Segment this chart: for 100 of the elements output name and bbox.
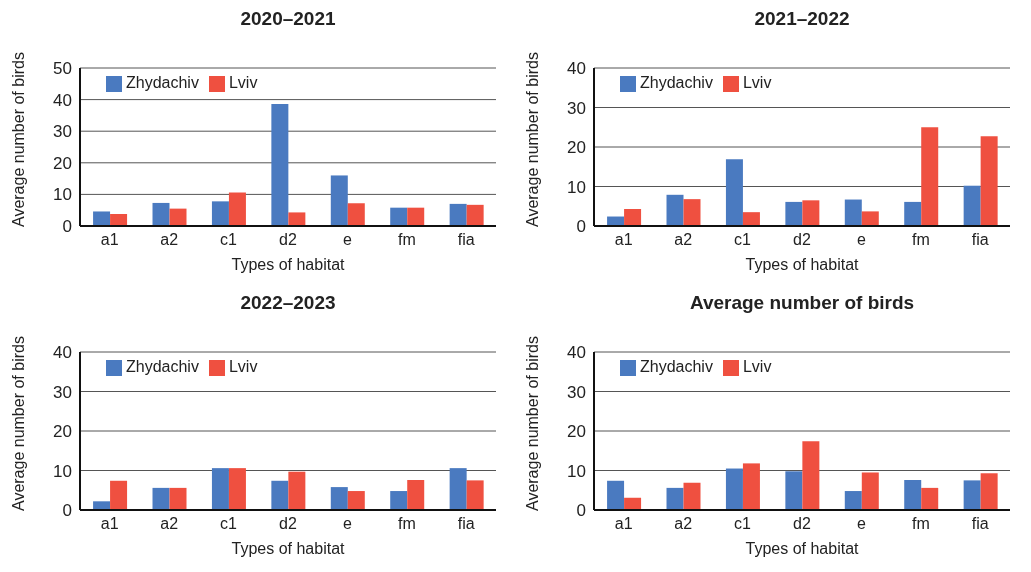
y-tick-label: 20 — [567, 422, 586, 442]
y-tick-label: 0 — [576, 501, 586, 521]
x-tick-label: a2 — [674, 231, 693, 249]
bar — [607, 480, 625, 510]
bar — [347, 203, 365, 226]
x-tick-label: c1 — [734, 515, 752, 533]
bar — [169, 487, 187, 510]
y-tick-label: 20 — [567, 138, 586, 158]
x-tick-label: a1 — [100, 231, 119, 249]
legend-label: Zhydachiv — [126, 74, 199, 91]
legend-label: Zhydachiv — [126, 358, 199, 375]
x-tick-label: e — [342, 515, 352, 533]
bar — [330, 175, 348, 226]
bar — [861, 211, 879, 226]
y-tick-label: 30 — [53, 122, 72, 142]
bar — [93, 211, 111, 226]
y-tick-label: 10 — [567, 177, 586, 197]
bar — [683, 482, 701, 510]
bar — [407, 479, 425, 510]
legend-label: Zhydachiv — [640, 358, 713, 375]
x-tick-label: a1 — [614, 515, 633, 533]
x-tick-label: e — [342, 231, 352, 249]
y-tick-label: 30 — [567, 382, 586, 402]
x-tick-label: fia — [457, 515, 475, 533]
bar — [288, 471, 306, 510]
bar — [449, 203, 467, 226]
y-tick-label: 30 — [567, 98, 586, 118]
x-axis-title: Types of habitat — [745, 540, 860, 557]
bar — [844, 491, 862, 510]
y-tick-label: 20 — [53, 422, 72, 442]
x-axis-title: Types of habitat — [231, 540, 346, 557]
y-axis-title: Average number of birds — [9, 52, 27, 227]
bar — [742, 212, 760, 226]
chart-title: 2020–2021 — [239, 8, 337, 31]
bar — [211, 201, 229, 226]
bar — [110, 213, 128, 226]
bar — [110, 480, 128, 510]
bar — [785, 201, 803, 226]
bar — [466, 204, 484, 226]
bar — [228, 468, 246, 510]
bar — [666, 194, 684, 226]
y-tick-label: 20 — [53, 153, 72, 173]
y-tick-label: 40 — [53, 343, 72, 363]
bar — [725, 468, 743, 510]
legend-label: Lviv — [742, 74, 772, 91]
bar — [407, 207, 425, 226]
bar — [466, 480, 484, 510]
y-tick-label: 10 — [53, 185, 72, 205]
x-tick-label: fia — [971, 515, 989, 533]
bar — [963, 480, 981, 510]
bar — [624, 209, 642, 226]
bar — [785, 471, 803, 510]
x-tick-label: d2 — [279, 515, 297, 533]
bar — [725, 159, 743, 226]
bar — [330, 487, 348, 510]
legend-label: Lviv — [742, 358, 772, 375]
x-tick-label: c1 — [734, 231, 752, 249]
bar — [152, 487, 170, 510]
bar — [271, 104, 289, 226]
bar — [449, 468, 467, 510]
bar — [288, 212, 306, 226]
bar — [861, 472, 879, 510]
y-axis-title: Average number of birds — [523, 336, 541, 511]
legend-label: Zhydachiv — [640, 74, 713, 91]
y-tick-label: 10 — [53, 461, 72, 481]
bar — [904, 479, 922, 510]
y-tick-label: 40 — [567, 343, 586, 363]
bar — [347, 491, 365, 510]
bar — [844, 199, 862, 226]
y-tick-label: 50 — [53, 59, 72, 79]
bar — [93, 501, 111, 510]
bar — [921, 127, 939, 226]
bar — [152, 202, 170, 226]
bar — [980, 136, 998, 226]
x-tick-label: a2 — [160, 515, 179, 533]
bar — [802, 200, 820, 226]
x-tick-label: a2 — [674, 515, 693, 533]
y-tick-label: 40 — [53, 90, 72, 110]
y-tick-label: 30 — [53, 382, 72, 402]
bar — [921, 487, 939, 510]
bar — [228, 192, 246, 226]
bar — [666, 487, 684, 510]
x-tick-label: fm — [397, 231, 416, 249]
y-axis-title: Average number of birds — [9, 336, 27, 511]
x-tick-label: a2 — [160, 231, 179, 249]
x-tick-label: fm — [397, 515, 416, 533]
legend-label: Lviv — [228, 74, 258, 91]
y-axis-title: Average number of birds — [523, 52, 541, 227]
x-tick-label: d2 — [793, 515, 811, 533]
bar — [169, 208, 187, 226]
x-tick-label: fia — [457, 231, 475, 249]
x-tick-label: a1 — [614, 231, 633, 249]
x-tick-label: d2 — [793, 231, 811, 249]
x-tick-label: e — [856, 231, 866, 249]
bar — [271, 480, 289, 510]
chart-title: 2021–2022 — [753, 8, 851, 31]
bar — [390, 207, 408, 226]
x-axis-title: Types of habitat — [231, 256, 346, 273]
x-tick-label: c1 — [220, 231, 238, 249]
y-tick-label: 0 — [62, 501, 72, 521]
